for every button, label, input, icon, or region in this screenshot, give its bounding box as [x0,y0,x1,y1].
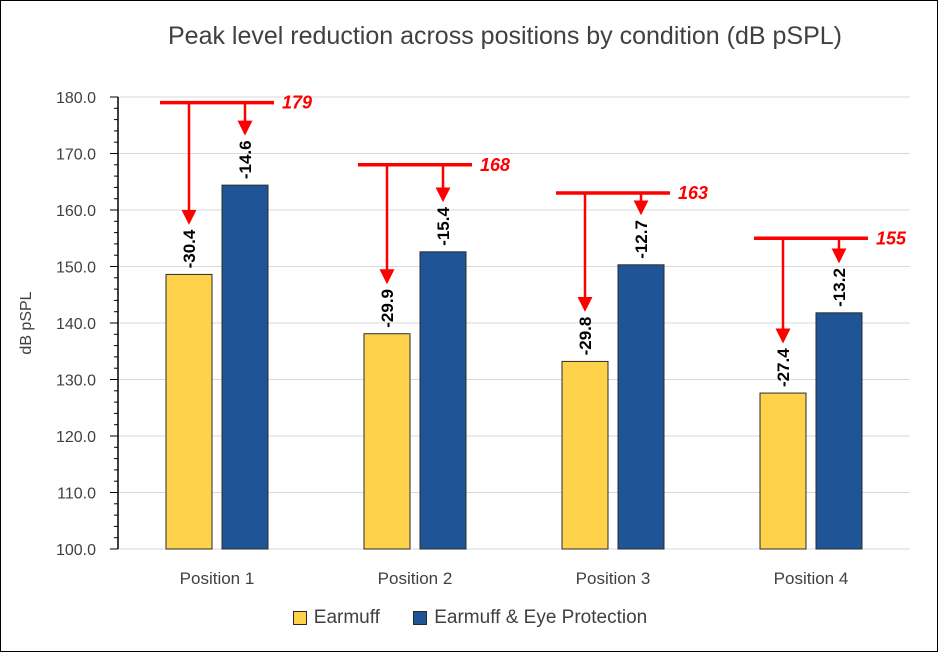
y-tick-label: 170.0 [56,147,96,164]
bar-earmuff-eye [815,312,863,550]
bar-earmuff [363,333,411,550]
y-tick-label: 160.0 [56,203,96,220]
x-category-label: Position 1 [180,569,255,588]
peak-value-label: 163 [678,183,708,203]
y-tick-label: 110.0 [57,486,96,503]
data-label: -29.8 [576,317,595,356]
y-tick-label: 120.0 [56,429,96,446]
bar-earmuff-eye [221,184,269,550]
legend-label-earmuff-eye: Earmuff & Eye Protection [434,607,648,628]
peak-value-label: 168 [480,155,510,175]
y-tick-label: 180.0 [56,90,96,107]
data-label: -29.9 [378,289,397,328]
y-tick-label: 150.0 [56,260,96,277]
chart-title: Peak level reduction across positions by… [168,22,842,50]
y-axis-title: dB pSPL [18,291,35,354]
data-label: -12.7 [632,220,651,259]
bar-earmuff-eye [419,251,467,550]
bar-earmuff-eye [617,264,665,550]
legend-item-earmuff: Earmuff [292,607,380,629]
data-label: -14.6 [236,140,255,179]
data-label: -13.2 [830,268,849,307]
data-label: -27.4 [774,348,793,387]
legend-label-earmuff: Earmuff [313,607,380,628]
peak-value-label: 179 [282,93,312,113]
legend-swatch-earmuff [292,611,307,625]
bar-earmuff [561,360,609,550]
x-category-label: Position 3 [576,569,651,588]
peak-value-label: 155 [876,228,907,248]
legend-swatch-earmuff-eye [413,611,428,625]
x-category-label: Position 2 [378,569,453,588]
legend: Earmuff Earmuff & Eye Protection [0,607,940,631]
y-tick-label: 140.0 [56,316,96,333]
bar-earmuff [759,392,807,550]
data-label: -30.4 [180,229,199,268]
y-tick-label: 130.0 [56,373,96,390]
bar-earmuff [165,273,213,550]
legend-item-earmuff-eye: Earmuff & Eye Protection [413,607,647,629]
x-category-label: Position 4 [774,569,849,588]
y-tick-label: 100.0 [56,542,96,559]
data-label: -15.4 [434,207,453,246]
